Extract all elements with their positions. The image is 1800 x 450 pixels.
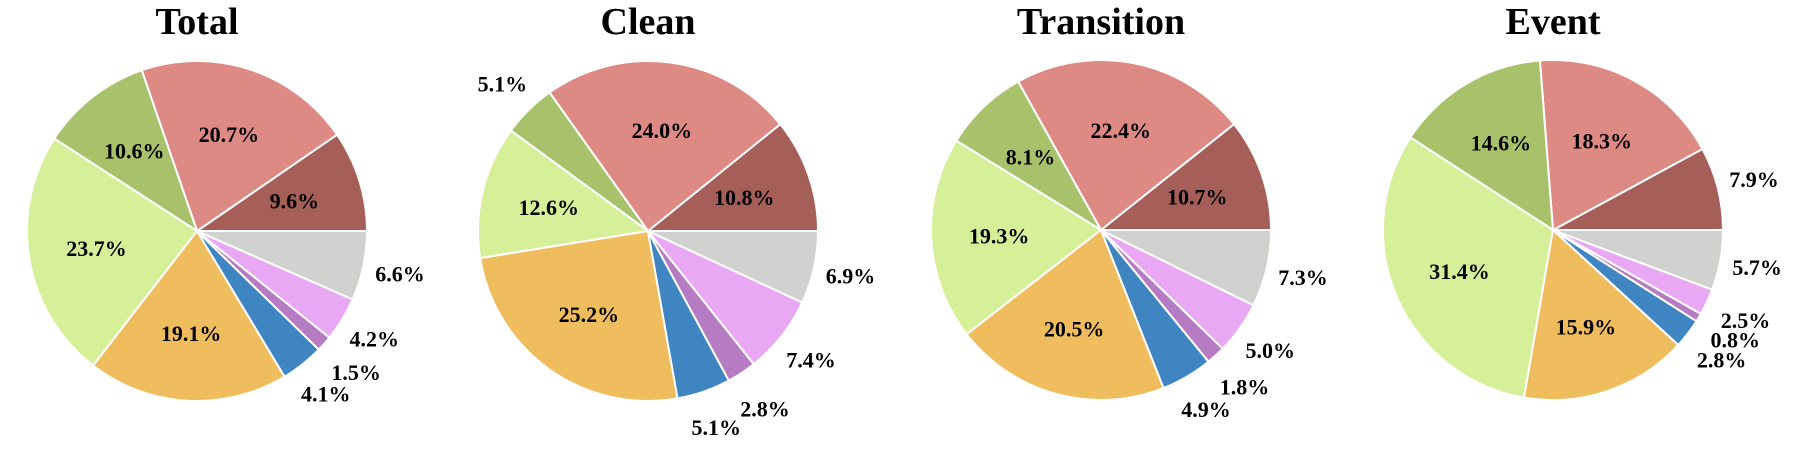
slice-label-transition-6: 1.8%: [1220, 375, 1270, 400]
slice-label-event-6: 0.8%: [1710, 327, 1760, 352]
pie-slice-event-4: [1522, 228, 1680, 401]
slice-label-transition-3: 19.3%: [969, 223, 1030, 248]
pie-slice-transition-3: [930, 139, 1103, 336]
slice-label-event-1: 18.3%: [1572, 128, 1633, 153]
pie-slice-event-1: [1538, 59, 1704, 232]
pie-chart-event: Event 7.9% 18.3% 14.6% 31.4% 15.9% 2.8%0.8%2.…: [1381, 1, 1782, 401]
slice-label-total-5: 4.1%: [301, 382, 351, 407]
pie-slice-total-3: [26, 137, 199, 367]
chart-title-transition: Transition: [1017, 1, 1185, 43]
slice-label-event-8: 5.7%: [1732, 255, 1782, 280]
pie-slice-total-0: [193, 133, 369, 232]
slice-label-transition-7: 5.0%: [1246, 338, 1296, 363]
slice-label-clean-2: 5.1%: [478, 71, 528, 96]
slice-label-transition-4: 20.5%: [1044, 316, 1105, 341]
slice-label-event-5: 2.8%: [1697, 347, 1747, 372]
slice-label-transition-1: 22.4%: [1090, 118, 1151, 143]
pie-slice-total-4: [91, 229, 286, 402]
slice-label-clean-1: 24.0%: [632, 118, 693, 143]
slice-label-total-2: 10.6%: [104, 139, 165, 164]
slice-label-clean-3: 12.6%: [519, 195, 580, 220]
slice-label-transition-5: 4.9%: [1181, 397, 1231, 422]
slice-label-clean-5: 5.1%: [691, 415, 741, 440]
pie-slice-total-1: [140, 60, 339, 233]
pie-slice-clean-3: [477, 129, 651, 260]
slice-label-total-1: 20.7%: [199, 122, 260, 147]
pie-chart-total: Total 9.6% 20.7% 10.6% 23.7% 19.1% 4.1%1.5% 4.…: [26, 1, 425, 407]
slice-label-event-0: 7.9%: [1729, 167, 1779, 192]
slice-label-event-7: 2.5%: [1721, 308, 1771, 333]
slice-label-event-3: 31.4%: [1429, 259, 1490, 284]
pie-chart-transition: Transition 10.7% 22.4% 8.1% 19.3% 20.5% 4.9%1…: [930, 1, 1328, 422]
slice-label-transition-0: 10.7%: [1167, 184, 1228, 209]
slice-label-total-0: 9.6%: [270, 189, 320, 214]
pie-chart-clean: Clean 10.8%24.0%5.1%12.6%25.2%5.1%2.8%7.…: [477, 1, 876, 440]
slice-label-event-4: 15.9%: [1556, 315, 1617, 340]
pie-slice-event-2: [1408, 59, 1555, 232]
slice-label-clean-8: 6.9%: [826, 264, 876, 289]
slice-label-transition-2: 8.1%: [1006, 144, 1056, 169]
pie-slice-clean-8: [647, 230, 820, 304]
pie-slice-clean-1: [548, 60, 782, 233]
slice-label-total-6: 1.5%: [331, 360, 381, 385]
pie-slice-transition-0: [1098, 122, 1273, 231]
pie-slice-total-8: [196, 230, 369, 301]
slice-label-clean-7: 7.4%: [786, 347, 836, 372]
pie-slice-transition-1: [1016, 59, 1236, 232]
pie-slice-total-2: [52, 68, 199, 234]
chart-title-total: Total: [155, 1, 238, 43]
slice-label-total-8: 6.6%: [375, 262, 425, 287]
slice-label-clean-6: 2.8%: [740, 396, 790, 421]
slice-label-event-2: 14.6%: [1471, 130, 1532, 155]
pie-slice-event-8: [1552, 229, 1725, 291]
pie-slice-clean-4: [479, 229, 679, 402]
chart-title-clean: Clean: [601, 1, 696, 43]
chart-title-event: Event: [1506, 1, 1601, 43]
slice-label-total-3: 23.7%: [66, 236, 127, 261]
pie-slice-clean-0: [645, 122, 820, 232]
slice-label-transition-8: 7.3%: [1278, 265, 1328, 290]
pie-slice-transition-8: [1100, 229, 1273, 307]
slice-label-clean-4: 25.2%: [559, 302, 620, 327]
slice-label-total-7: 4.2%: [349, 327, 399, 352]
pie-slice-transition-4: [965, 228, 1165, 401]
slice-label-total-4: 19.1%: [161, 321, 222, 346]
pie-slice-event-3: [1381, 136, 1555, 399]
slice-label-clean-0: 10.8%: [714, 185, 775, 210]
